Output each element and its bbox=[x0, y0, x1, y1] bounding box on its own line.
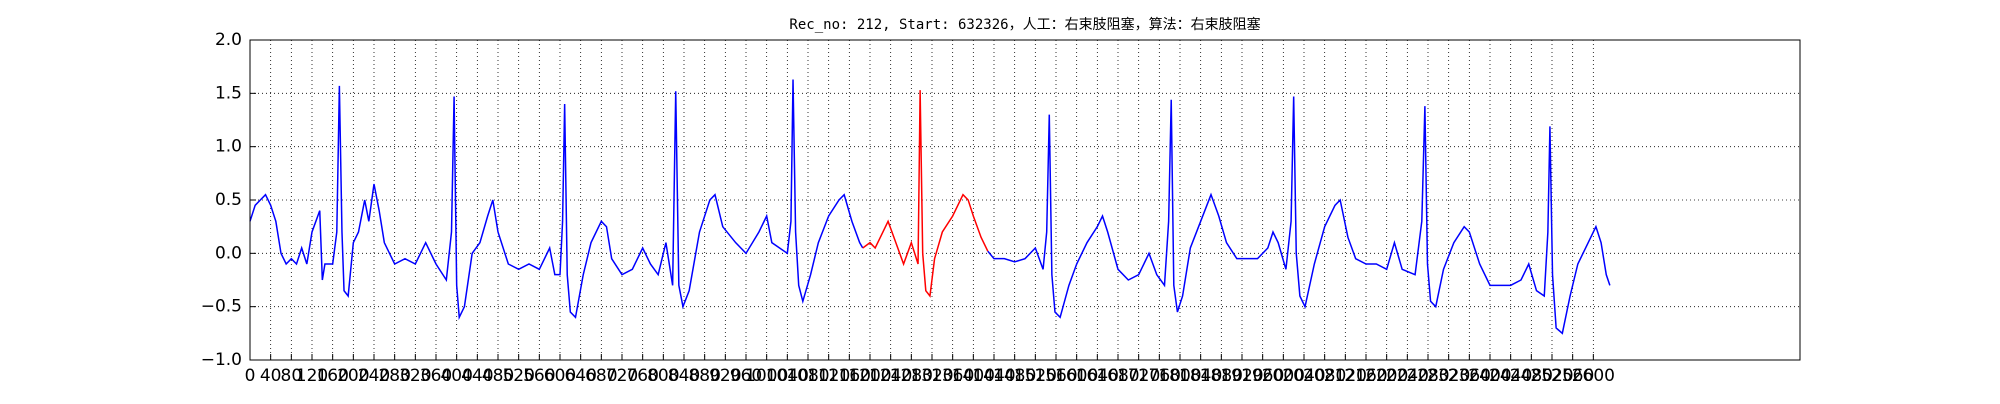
x-tick-label: 1960 bbox=[1241, 366, 1284, 386]
x-tick-label: 720 bbox=[606, 366, 638, 386]
x-tick-label: 2520 bbox=[1530, 366, 1573, 386]
x-tick-label: 1720 bbox=[1117, 366, 1160, 386]
x-tick-label: 680 bbox=[585, 366, 617, 386]
x-tick-label: 1400 bbox=[952, 366, 995, 386]
x-tick-label: 1640 bbox=[1076, 366, 1119, 386]
x-tick-label: 160 bbox=[316, 366, 348, 386]
chart-title: Rec_no: 212, Start: 632326，人工：右束肢阻塞，算法：右… bbox=[789, 16, 1260, 33]
x-tick-label: 640 bbox=[564, 366, 596, 386]
x-tick-label: 560 bbox=[523, 366, 555, 386]
x-tick-label: 2200 bbox=[1365, 366, 1408, 386]
x-tick-label: 1880 bbox=[1200, 366, 1243, 386]
y-tick-label: 0.5 bbox=[215, 190, 242, 210]
x-tick-label: 480 bbox=[482, 366, 514, 386]
x-tick-label: 2120 bbox=[1324, 366, 1367, 386]
x-tick-label: 2000 bbox=[1262, 366, 1305, 386]
x-tick-label: 360 bbox=[420, 366, 452, 386]
x-tick-label: 2240 bbox=[1386, 366, 1429, 386]
x-tick-label: 2080 bbox=[1303, 366, 1346, 386]
x-tick-label: 2560 bbox=[1551, 366, 1594, 386]
x-tick-label: 1120 bbox=[807, 366, 850, 386]
x-tick-label: 520 bbox=[502, 366, 534, 386]
x-tick-label: 320 bbox=[399, 366, 431, 386]
x-tick-label: 600 bbox=[544, 366, 576, 386]
x-tick-label: 400 bbox=[440, 366, 472, 386]
x-tick-label: 1080 bbox=[786, 366, 829, 386]
x-tick-label: 1600 bbox=[1055, 366, 1098, 386]
x-tick-label: 1760 bbox=[1138, 366, 1181, 386]
x-tick-label: 1520 bbox=[1014, 366, 1057, 386]
y-tick-label: 1.5 bbox=[215, 83, 242, 103]
x-tick-label: 440 bbox=[461, 366, 493, 386]
x-tick-label: 120 bbox=[296, 366, 328, 386]
y-tick-label: 2.0 bbox=[215, 30, 242, 50]
x-tick-label: 80 bbox=[281, 366, 303, 386]
plot-frame bbox=[249, 39, 1801, 361]
x-tick-label: 2040 bbox=[1282, 366, 1325, 386]
x-tick-label: 840 bbox=[668, 366, 700, 386]
x-tick-label: 1680 bbox=[1096, 366, 1139, 386]
x-tick-label: 1480 bbox=[993, 366, 1036, 386]
x-tick-label: 2600 bbox=[1572, 366, 1615, 386]
x-tick-label: 2360 bbox=[1448, 366, 1491, 386]
x-tick-label: 1240 bbox=[869, 366, 912, 386]
y-tick-label: 0.0 bbox=[215, 243, 242, 263]
x-tick-label: 1840 bbox=[1179, 366, 1222, 386]
x-tick-label: 40 bbox=[260, 366, 282, 386]
x-tick-label: 2320 bbox=[1427, 366, 1470, 386]
x-tick-label: 1040 bbox=[766, 366, 809, 386]
y-tick-label: −1.0 bbox=[201, 350, 242, 370]
x-tick-label: 1320 bbox=[910, 366, 953, 386]
x-tick-label: 1440 bbox=[972, 366, 1015, 386]
x-tick-label: 1800 bbox=[1158, 366, 1201, 386]
x-tick-label: 1280 bbox=[890, 366, 933, 386]
ecg-line bbox=[862, 90, 989, 298]
x-tick-label: 2400 bbox=[1468, 366, 1511, 386]
x-tick-label: 2160 bbox=[1344, 366, 1387, 386]
x-tick-label: 1000 bbox=[745, 366, 788, 386]
x-tick-label: 2440 bbox=[1489, 366, 1532, 386]
x-tick-label: 1360 bbox=[931, 366, 974, 386]
x-tick-label: 200 bbox=[337, 366, 369, 386]
x-tick-label: 1160 bbox=[828, 366, 871, 386]
x-tick-label: 280 bbox=[378, 366, 410, 386]
x-tick-label: 920 bbox=[709, 366, 741, 386]
x-tick-label: 960 bbox=[730, 366, 762, 386]
x-tick-label: 760 bbox=[626, 366, 658, 386]
x-tick-label: 880 bbox=[688, 366, 720, 386]
ecg-line bbox=[249, 79, 1611, 335]
y-tick-label: −0.5 bbox=[201, 297, 242, 317]
x-tick-label: 800 bbox=[647, 366, 679, 386]
x-tick-label: 1200 bbox=[848, 366, 891, 386]
x-tick-label: 2280 bbox=[1406, 366, 1449, 386]
x-tick-label: 1560 bbox=[1034, 366, 1077, 386]
y-tick-label: 1.0 bbox=[215, 137, 242, 157]
x-tick-label: 2480 bbox=[1510, 366, 1553, 386]
x-tick-label: 240 bbox=[358, 366, 390, 386]
x-tick-label: 1920 bbox=[1220, 366, 1263, 386]
x-tick-label: 0 bbox=[245, 366, 256, 386]
